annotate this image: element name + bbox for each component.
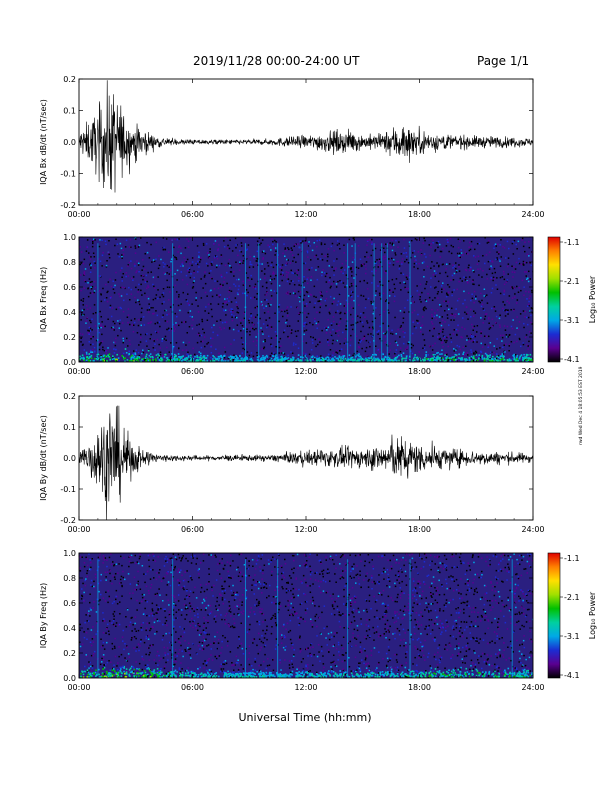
x-tick-label: 06:00 [181, 683, 204, 692]
y-tick-label: 0.0 [63, 138, 76, 147]
y-tick-label: 0.2 [63, 75, 76, 84]
spectrogram-cells [79, 237, 533, 362]
y-tick-label: 0.0 [63, 358, 76, 367]
x-tick-label: 06:00 [181, 210, 204, 219]
panel-by-freq: -1.1 -2.1 -3.1 -4.1 Log₁₀ Power 1.0 0.8 0.6 0.4 0… [39, 549, 597, 692]
x-tick-label: 24:00 [521, 367, 544, 376]
x-tick-label: 12:00 [294, 367, 317, 376]
page-indicator: Page 1/1 [477, 54, 530, 68]
y-tick-label: 0.8 [63, 574, 76, 583]
colorbar-tick-label: -2.1 [564, 277, 580, 286]
y-tick-label: -0.1 [60, 485, 76, 494]
colorbar [547, 552, 561, 679]
x-tick-label: 00:00 [67, 367, 90, 376]
colorbar-tick-label: -1.1 [564, 554, 580, 563]
y-tick-label: 0.2 [63, 333, 76, 342]
y-tick-label: 0.4 [63, 308, 76, 317]
x-tick-label: 12:00 [294, 683, 317, 692]
panel-bx-dbdt: 0.2 0.1 0.0 -0.1 -0.200:00 06:00 12:00 18:00 24:… [39, 75, 545, 219]
series-line [79, 80, 533, 193]
x-tick-label: 24:00 [521, 210, 544, 219]
colorbar-label: Log₁₀ Power [588, 591, 597, 639]
series-line [79, 405, 533, 520]
panel-bx-freq: -1.1 -2.1 -3.1 -4.1 Log₁₀ Power 1.0 0.8 0.6 0.4 0… [39, 233, 597, 376]
x-tick-label: 18:00 [408, 683, 431, 692]
y-axis-label: IQA Bx Freq (Hz) [39, 267, 48, 333]
x-tick-label: 24:00 [521, 525, 544, 534]
colorbar-tick-label: -3.1 [564, 316, 580, 325]
colorbar-tick-label: -2.1 [564, 593, 580, 602]
x-tick-label: 18:00 [408, 367, 431, 376]
x-tick-label: 12:00 [294, 210, 317, 219]
y-tick-label: 0.1 [63, 107, 76, 116]
y-tick-label: 1.0 [63, 549, 76, 558]
x-tick-label: 12:00 [294, 525, 317, 534]
x-tick-label: 00:00 [67, 525, 90, 534]
x-tick-label: 00:00 [67, 683, 90, 692]
spectrogram-cells [79, 553, 533, 678]
y-tick-label: 1.0 [63, 233, 76, 242]
panel-by-dbdt: 0.2 0.1 0.0 -0.1 -0.200:00 06:00 12:00 18:00 24:… [39, 392, 545, 534]
y-axis-label: IQA Bx dB/dt (nT/sec) [39, 99, 48, 185]
plot-title: 2019/11/28 00:00-24:00 UT [193, 54, 360, 68]
y-tick-label: 0.2 [63, 392, 76, 401]
y-tick-label: 0.6 [63, 599, 76, 608]
timestamp-stamp: rwd Wed Dec 4 18:05:53 EST 2019 [578, 366, 584, 445]
x-tick-label: 18:00 [408, 525, 431, 534]
y-tick-label: 0.8 [63, 258, 76, 267]
y-axis-label: IQA By Freq (Hz) [39, 583, 48, 649]
x-tick-label: 24:00 [521, 683, 544, 692]
x-tick-label: 00:00 [67, 210, 90, 219]
y-tick-label: 0.1 [63, 423, 76, 432]
y-tick-label: 0.6 [63, 283, 76, 292]
spectrogram-background [79, 553, 533, 678]
y-tick-label: 0.0 [63, 454, 76, 463]
y-tick-label: 0.0 [63, 674, 76, 683]
y-tick-label: -0.2 [60, 201, 76, 210]
x-tick-label: 06:00 [181, 367, 204, 376]
y-tick-label: -0.2 [60, 516, 76, 525]
x-axis-label: Universal Time (hh:mm) [239, 711, 372, 724]
y-tick-label: 0.4 [63, 624, 76, 633]
y-axis-label: IQA By dB/dt (nT/sec) [39, 415, 48, 501]
x-tick-label: 18:00 [408, 210, 431, 219]
colorbar-tick-label: -4.1 [564, 355, 580, 364]
colorbar-tick-label: -4.1 [564, 671, 580, 680]
colorbar-label: Log₁₀ Power [588, 275, 597, 323]
y-tick-label: 0.2 [63, 649, 76, 658]
y-tick-label: -0.1 [60, 170, 76, 179]
colorbar [547, 236, 561, 363]
colorbar-tick-label: -1.1 [564, 238, 580, 247]
x-tick-label: 06:00 [181, 525, 204, 534]
colorbar-tick-label: -3.1 [564, 632, 580, 641]
